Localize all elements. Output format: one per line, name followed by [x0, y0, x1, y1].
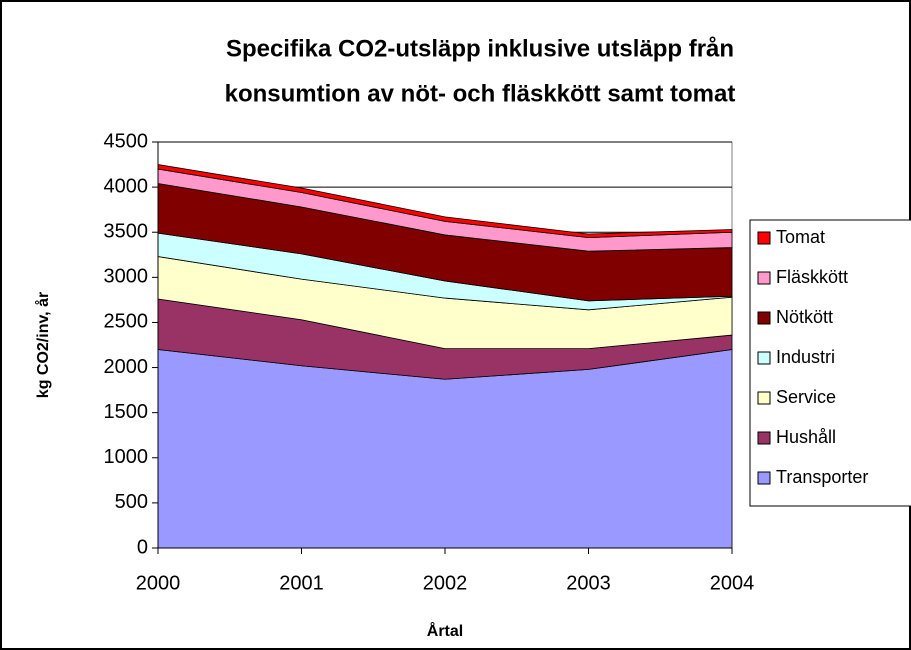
- legend-swatch: [757, 311, 771, 325]
- area: [157, 164, 733, 239]
- y-tick-label: 500: [115, 491, 148, 513]
- y-axis-label: kg CO2/inv, år: [34, 292, 52, 398]
- legend-label: Tomat: [776, 227, 825, 247]
- y-tick-label: 1500: [104, 401, 149, 423]
- y-tick-label: 3500: [104, 221, 149, 243]
- legend-label: Nötkött: [776, 307, 833, 327]
- legend-label: Industri: [776, 347, 835, 367]
- y-tick-label: 3000: [104, 266, 149, 288]
- legend-swatch: [757, 231, 771, 245]
- y-tick-label: 1000: [104, 446, 149, 468]
- x-tick-label: 2003: [566, 572, 611, 594]
- y-tick-label: 4500: [104, 130, 149, 152]
- y-tick-label: 2500: [104, 311, 149, 333]
- legend-swatch: [757, 391, 771, 405]
- chart-title: Specifika CO2-utsläpp inklusive utsläpp …: [226, 35, 734, 62]
- x-tick-label: 2002: [423, 572, 468, 594]
- chart-title: konsumtion av nöt- och fläskkött samt to…: [225, 80, 736, 107]
- x-tick-label: 2000: [136, 572, 181, 594]
- legend-swatch: [757, 471, 771, 485]
- x-tick-label: 2001: [279, 572, 324, 594]
- y-tick-label: 2000: [104, 356, 149, 378]
- legend-swatch: [757, 431, 771, 445]
- legend-swatch: [757, 351, 771, 365]
- y-tick-label: 0: [137, 536, 148, 558]
- legend: [749, 219, 911, 507]
- legend-swatch: [757, 271, 771, 285]
- legend-label: Fläskkött: [776, 267, 848, 287]
- x-axis-label: Årtal: [427, 621, 463, 640]
- legend-label: Service: [776, 387, 836, 407]
- legend-label: Hushåll: [776, 427, 836, 447]
- x-tick-label: 2004: [710, 572, 755, 594]
- y-tick-label: 4000: [104, 175, 149, 197]
- legend-label: Transporter: [776, 467, 868, 487]
